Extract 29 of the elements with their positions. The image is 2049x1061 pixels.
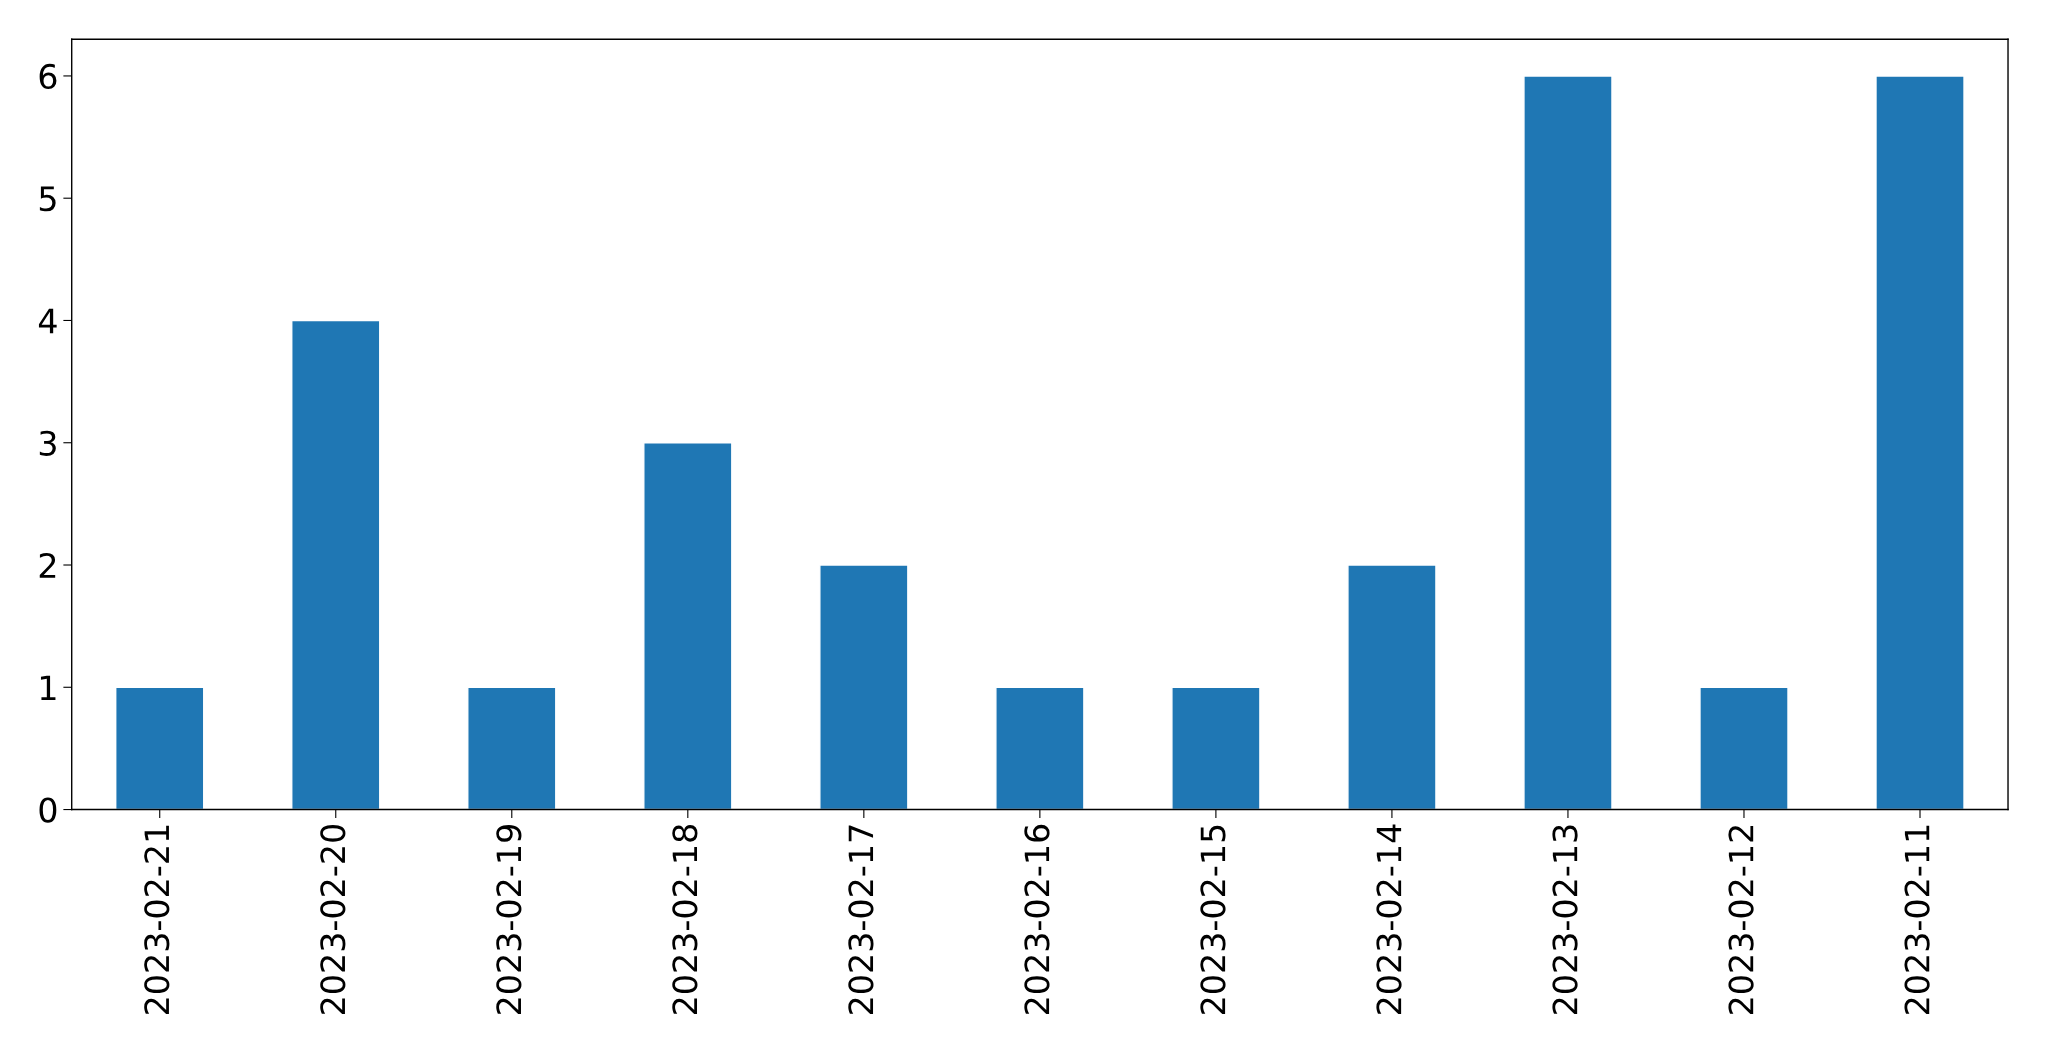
bar [1171,686,1261,810]
bar [291,319,381,810]
bar [1347,564,1437,810]
bar [643,442,733,810]
bar [467,686,557,810]
x-tick-label: 2023-02-13 [1552,825,1578,1015]
x-tick-label: 2023-02-15 [1200,825,1226,1015]
y-tick-label: 3 [39,430,56,456]
x-tick-label: 2023-02-20 [320,824,346,1015]
x-tick-label: 2023-02-17 [848,825,874,1015]
y-tick-label: 0 [39,797,57,823]
x-tick-label: 2023-02-16 [1024,824,1050,1015]
y-tick-label: 1 [40,675,56,700]
x-tick-label: 2023-02-21 [144,825,170,1015]
y-tick-label: 2 [39,552,56,578]
bar [819,564,909,810]
bar [1523,75,1613,810]
y-tick-label: 6 [39,63,57,90]
y-tick-label: 5 [39,186,56,212]
x-tick-label: 2023-02-19 [496,825,522,1015]
x-tick-label: 2023-02-14 [1376,824,1402,1015]
bar [1699,686,1789,810]
y-tick-label: 4 [38,308,57,334]
x-tick-label: 2023-02-18 [672,825,698,1015]
bar [995,686,1085,810]
x-tick-label: 2023-02-12 [1728,826,1754,1015]
bar [1875,75,1965,810]
x-tick-label: 2023-02-11 [1904,825,1930,1015]
bar [115,686,205,810]
